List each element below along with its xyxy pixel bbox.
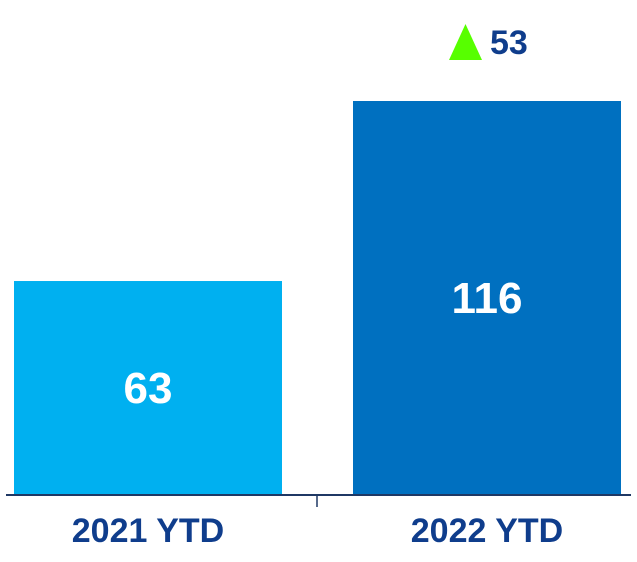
bar-2022-ytd [353, 101, 621, 495]
bar-value-label: 63 [124, 364, 173, 413]
bar-2021-ytd [14, 281, 282, 495]
change-value-label: 53 [490, 24, 528, 62]
bar-value-label: 116 [452, 274, 523, 323]
bars-layer [14, 101, 621, 495]
change-indicator: 53 [449, 24, 528, 62]
category-labels-layer: 2021 YTD 2022 YTD [72, 512, 563, 550]
x-axis-category-label: 2022 YTD [411, 512, 563, 550]
triangle-up-icon [449, 24, 482, 60]
value-labels-layer: 63 116 [124, 274, 523, 413]
x-axis-category-label: 2021 YTD [72, 512, 224, 550]
